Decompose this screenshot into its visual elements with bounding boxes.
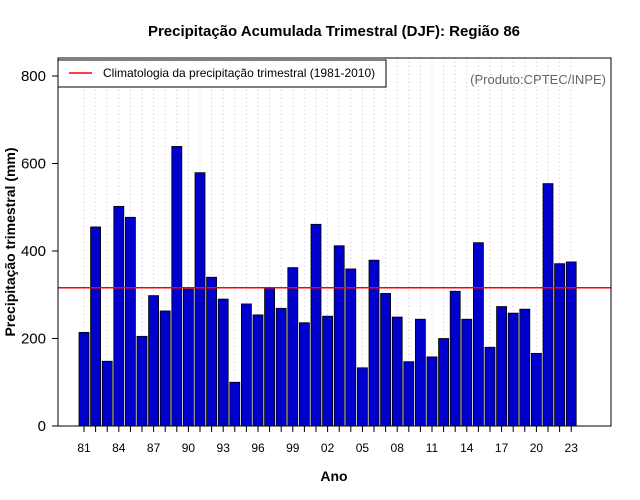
bar-2006 bbox=[368, 259, 380, 427]
bar-2013 bbox=[449, 290, 461, 427]
bar-1991 bbox=[194, 172, 206, 427]
bar-1995 bbox=[240, 303, 252, 427]
bar-1982 bbox=[90, 226, 101, 427]
bar-2007 bbox=[380, 293, 392, 427]
bar-2021 bbox=[542, 183, 554, 427]
bar-2014 bbox=[461, 318, 473, 427]
bar-2001 bbox=[310, 223, 322, 427]
x-tick-label: 99 bbox=[286, 441, 300, 455]
plot-frame bbox=[57, 57, 612, 427]
bar-2012 bbox=[438, 338, 450, 427]
bar-2011 bbox=[426, 356, 438, 427]
bar-1986 bbox=[136, 335, 148, 427]
x-tick-label: 23 bbox=[565, 441, 579, 455]
bar-1984 bbox=[113, 205, 125, 427]
x-tick-label: 05 bbox=[356, 441, 370, 455]
bar-1989 bbox=[171, 146, 183, 427]
bar-2003 bbox=[333, 245, 345, 427]
bar-1981 bbox=[78, 331, 90, 427]
bar-2023 bbox=[565, 261, 577, 427]
x-axis: 81 84 87 90 93 96 99 02 05 08 11 14 17 20 23 bbox=[77, 426, 578, 455]
bar-1994 bbox=[229, 381, 241, 427]
bar-2004 bbox=[345, 268, 357, 427]
x-tick-label: 87 bbox=[147, 441, 161, 455]
x-tick-label: 96 bbox=[251, 441, 265, 455]
bar-1999 bbox=[287, 267, 299, 427]
bar-1993 bbox=[217, 298, 229, 427]
y-tick-label: 200 bbox=[21, 331, 46, 348]
bar-1990 bbox=[182, 288, 194, 427]
x-tick-label: 84 bbox=[112, 441, 126, 455]
bar-2002 bbox=[322, 315, 334, 427]
x-axis-label: Ano bbox=[320, 468, 347, 484]
x-tick-label: 93 bbox=[217, 441, 231, 455]
y-tick-label: 400 bbox=[21, 243, 46, 260]
bar-2005 bbox=[356, 367, 368, 427]
legend-box bbox=[57, 59, 387, 88]
x-tick-label: 02 bbox=[321, 441, 335, 455]
legend: Climatologia da precipitação trimestral … bbox=[57, 59, 387, 88]
bar-1988 bbox=[159, 310, 171, 427]
y-tick-label: 600 bbox=[21, 156, 46, 173]
credit-text: (Produto:CPTEC/INPE) bbox=[470, 72, 606, 87]
y-axis: 0 200 400 600 800 bbox=[21, 68, 58, 435]
x-tick-label: 20 bbox=[530, 441, 544, 455]
bar-2018 bbox=[507, 312, 519, 427]
bar-2009 bbox=[403, 361, 415, 427]
y-axis-label: Precipitação trimestral (mm) bbox=[2, 147, 18, 336]
bar-2010 bbox=[414, 318, 426, 427]
bar-1992 bbox=[206, 276, 218, 427]
bar-2017 bbox=[496, 306, 508, 427]
x-tick-label: 14 bbox=[460, 441, 474, 455]
x-tick-label: 90 bbox=[182, 441, 196, 455]
bar-1985 bbox=[125, 216, 136, 427]
bar-2016 bbox=[484, 346, 496, 427]
bars bbox=[78, 146, 577, 427]
bar-2015 bbox=[472, 242, 484, 427]
legend-label: Climatologia da precipitação trimestral … bbox=[103, 66, 375, 80]
bar-2019 bbox=[519, 308, 531, 427]
bar-1997 bbox=[264, 287, 276, 427]
y-tick-label: 0 bbox=[38, 418, 46, 435]
bar-1996 bbox=[252, 314, 264, 427]
x-tick-label: 08 bbox=[391, 441, 405, 455]
chart-title: Precipitação Acumulada Trimestral (DJF):… bbox=[148, 23, 520, 40]
bar-2000 bbox=[298, 322, 310, 427]
bar-1998 bbox=[275, 307, 287, 427]
x-tick-label: 81 bbox=[77, 441, 91, 455]
x-tick-label: 17 bbox=[495, 441, 509, 455]
bar-2020 bbox=[531, 352, 542, 427]
bar-2008 bbox=[391, 316, 403, 427]
y-tick-label: 800 bbox=[21, 68, 46, 85]
bar-1983 bbox=[101, 360, 113, 427]
x-tick-label: 11 bbox=[426, 441, 439, 455]
bar-1987 bbox=[148, 295, 160, 427]
